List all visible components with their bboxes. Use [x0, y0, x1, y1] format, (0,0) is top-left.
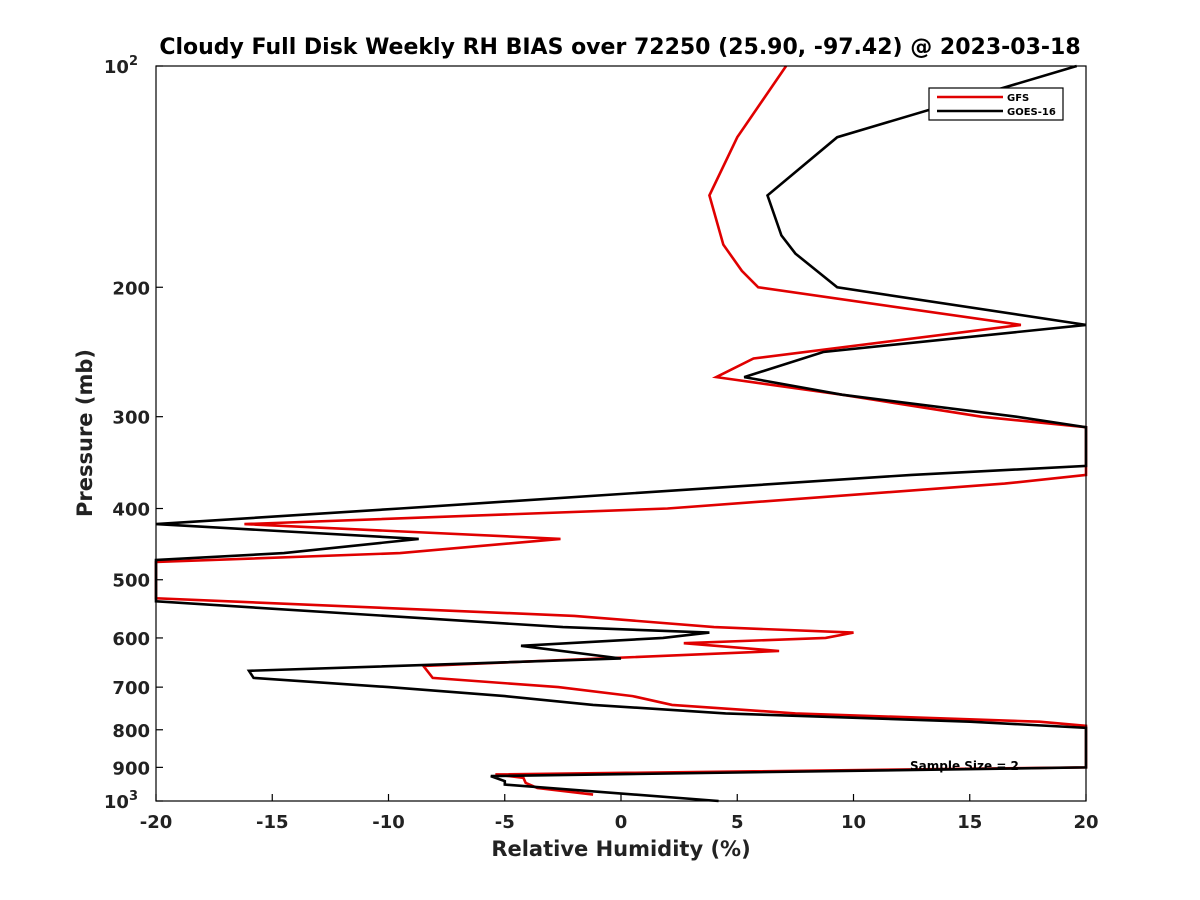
- series-layer: [154, 64, 1088, 803]
- y-tick-label: 102: [104, 54, 138, 78]
- legend-label-goes16: GOES-16: [1007, 107, 1056, 118]
- y-tick-label: 900: [112, 758, 150, 779]
- x-tick-label: 0: [615, 812, 628, 833]
- plot-frame: [155, 65, 1087, 802]
- x-tick-label: 5: [731, 812, 744, 833]
- y-tick-label: 200: [112, 278, 150, 299]
- x-tick-label: -20: [140, 812, 173, 833]
- x-tick-label: -15: [256, 812, 289, 833]
- x-tick-label: 10: [841, 812, 866, 833]
- y-tick-label: 400: [112, 500, 150, 521]
- y-tick-label: 500: [112, 571, 150, 592]
- y-tick-label: 800: [112, 721, 150, 742]
- legend: GFS GOES-16: [928, 87, 1064, 121]
- legend-label-gfs: GFS: [1007, 93, 1029, 104]
- sample-size-annotation: Sample Size = 2: [910, 759, 1019, 773]
- series-line-goes16: [154, 64, 1088, 803]
- x-tick-label: 15: [957, 812, 982, 833]
- y-tick-label: 300: [112, 408, 150, 429]
- x-tick-label: -10: [372, 812, 405, 833]
- legend-box: [928, 87, 1064, 121]
- x-tick-label: -5: [495, 812, 515, 833]
- y-tick-label: 600: [112, 629, 150, 650]
- chart-title: Cloudy Full Disk Weekly RH BIAS over 722…: [159, 35, 1080, 60]
- y-tick-label: 700: [112, 678, 150, 699]
- y-tick-label: 103: [104, 789, 138, 813]
- x-tick-label: 20: [1073, 812, 1098, 833]
- ticks-layer: -20 -15 -10 -5 0 5 10 15 20 102 200 300 400 500 600 700…: [104, 54, 1099, 833]
- x-axis-label: Relative Humidity (%): [491, 837, 750, 861]
- y-axis-label: Pressure (mb): [73, 349, 97, 517]
- series-line-gfs: [154, 65, 1088, 796]
